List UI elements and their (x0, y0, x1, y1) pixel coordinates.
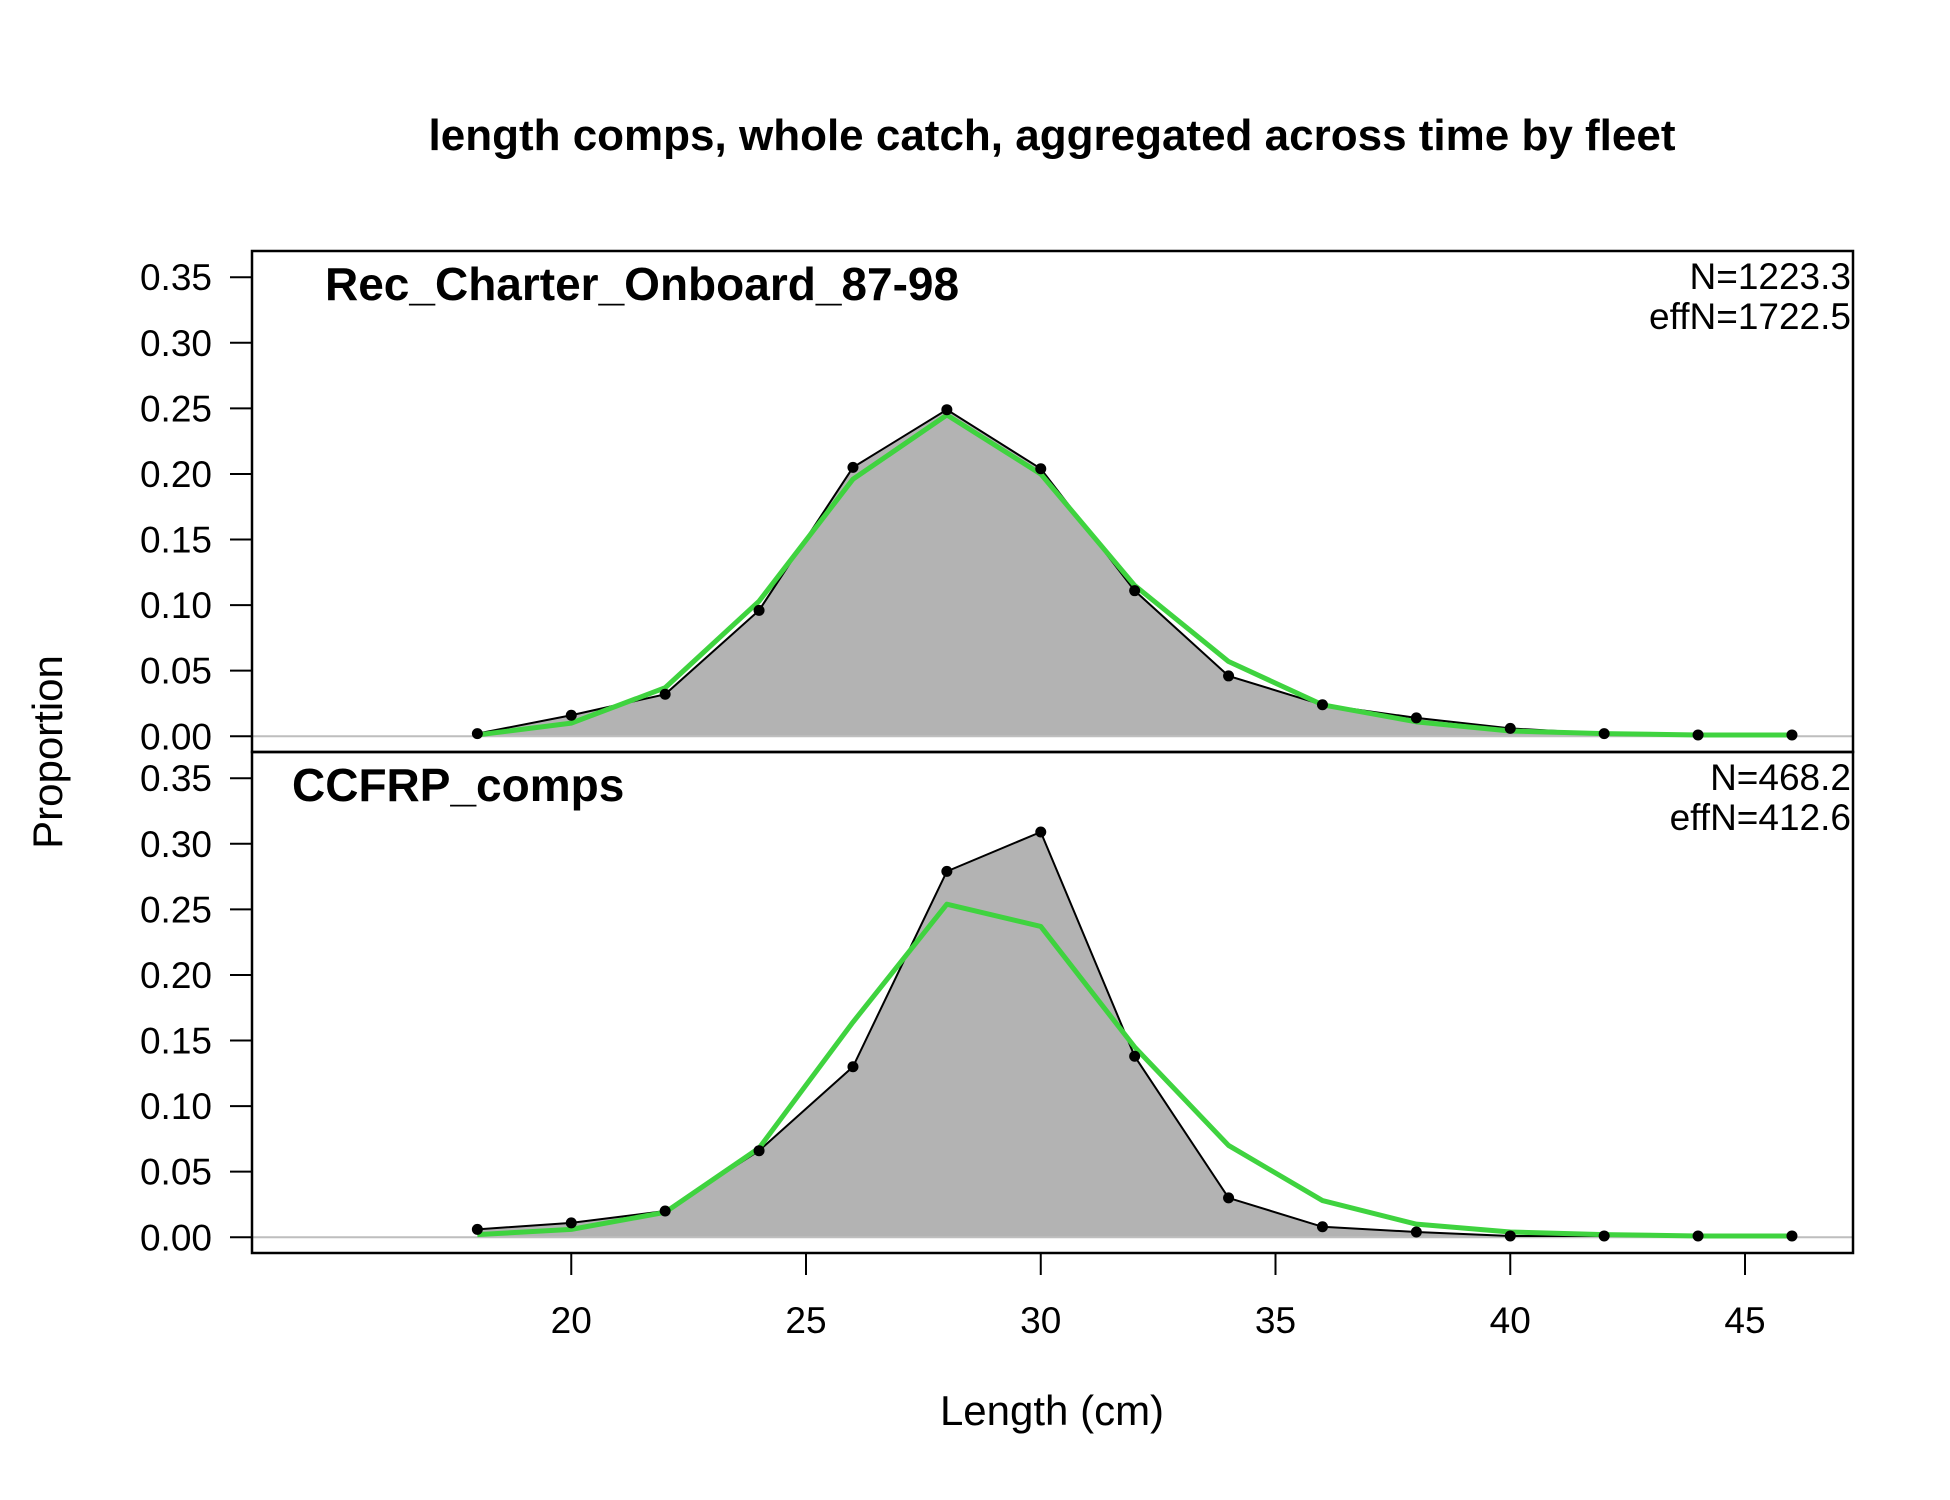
chart-title: length comps, whole catch, aggregated ac… (429, 111, 1676, 160)
panel-title: CCFRP_comps (292, 759, 624, 811)
observed-point (941, 865, 953, 877)
y-tick-label: 0.05 (140, 651, 212, 692)
observed-point (1786, 1230, 1798, 1242)
y-tick-label: 0.15 (140, 1021, 212, 1062)
observed-point (471, 1223, 483, 1235)
observed-area (477, 832, 1792, 1238)
y-tick-label: 0.35 (140, 257, 212, 298)
observed-point (1692, 1230, 1704, 1242)
observed-point (1223, 1192, 1235, 1204)
observed-point (1786, 729, 1798, 741)
observed-point (1504, 722, 1516, 734)
x-tick-label: 40 (1490, 1300, 1531, 1341)
n-label: N=1223.3 (1690, 256, 1852, 297)
panel-1: 0.00 0.05 0.10 0.15 0.20 0.25 0.30 0.35 Rec_Char… (140, 249, 1855, 757)
effn-label: effN=412.6 (1670, 797, 1851, 838)
panel-frame (250, 750, 1855, 1255)
observed-area (477, 409, 1792, 737)
observed-point (1035, 463, 1047, 475)
plot-area: 0.00 0.05 0.10 0.15 0.20 0.25 0.30 0.35 Rec_Char… (140, 249, 1855, 1341)
y-tick-label: 0.00 (140, 716, 212, 757)
y-tick-label: 0.10 (140, 1086, 212, 1127)
x-axis: 20 25 30 35 40 45 (551, 1253, 1766, 1341)
observed-point (753, 1145, 765, 1157)
observed-point (847, 1061, 859, 1073)
x-tick-label: 35 (1255, 1300, 1296, 1341)
y-tick-label: 0.10 (140, 585, 212, 626)
observed-point (1223, 670, 1235, 682)
observed-point (1598, 1230, 1610, 1242)
y-tick-label: 0.35 (140, 758, 212, 799)
observed-point (1410, 1226, 1422, 1238)
y-axis-label: Proportion (24, 655, 71, 849)
observed-point (847, 461, 859, 473)
y-tick-label: 0.15 (140, 520, 212, 561)
observed-point (1129, 585, 1141, 597)
observed-point (1129, 1050, 1141, 1062)
y-tick-label: 0.30 (140, 824, 212, 865)
panel-2: 0.00 0.05 0.10 0.15 0.20 0.25 0.30 0.35 CCFRP_co… (140, 750, 1855, 1258)
n-label: N=468.2 (1710, 757, 1851, 798)
observed-point (1598, 728, 1610, 740)
y-tick-label: 0.20 (140, 454, 212, 495)
observed-point (941, 404, 953, 416)
panel-title: Rec_Charter_Onboard_87-98 (325, 258, 959, 310)
x-tick-label: 45 (1724, 1300, 1765, 1341)
observed-point (1316, 1221, 1328, 1233)
observed-point (1316, 699, 1328, 711)
x-tick-label: 25 (785, 1300, 826, 1341)
observed-point (565, 1217, 577, 1229)
y-tick-label: 0.20 (140, 955, 212, 996)
x-tick-label: 20 (551, 1300, 592, 1341)
x-tick-label: 30 (1020, 1300, 1061, 1341)
y-tick-label: 0.05 (140, 1152, 212, 1193)
effn-label: effN=1722.5 (1649, 296, 1851, 337)
observed-point (1692, 729, 1704, 741)
y-tick-label: 0.30 (140, 323, 212, 364)
observed-point (659, 688, 671, 700)
observed-point (471, 728, 483, 740)
observed-point (753, 604, 765, 616)
x-axis-label: Length (cm) (940, 1387, 1164, 1434)
observed-point (565, 709, 577, 721)
observed-point (1410, 712, 1422, 724)
y-tick-label: 0.25 (140, 889, 212, 930)
y-tick-label: 0.00 (140, 1217, 212, 1258)
observed-point (1504, 1230, 1516, 1242)
observed-point (659, 1205, 671, 1217)
y-tick-label: 0.25 (140, 388, 212, 429)
expected-line (477, 901, 1792, 1239)
observed-point (1035, 826, 1047, 838)
